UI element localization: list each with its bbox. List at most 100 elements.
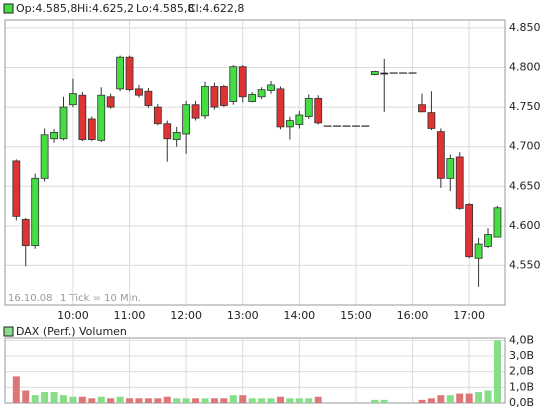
volume-bar <box>229 395 237 403</box>
volume-title: DAX (Perf.) Volumen <box>16 325 127 338</box>
candle-body <box>418 104 426 113</box>
candle-body <box>153 106 162 125</box>
candle-body <box>69 93 77 106</box>
x-tick-label: 10:00 <box>57 309 89 322</box>
volume-bar <box>239 395 247 403</box>
candle-body <box>229 66 238 102</box>
candle-body <box>455 156 464 209</box>
candle-body <box>182 104 191 135</box>
volume-bar <box>484 390 492 403</box>
volume-bar <box>475 392 483 403</box>
volume-bar <box>258 398 266 403</box>
volume-bar <box>41 392 49 403</box>
volume-bar <box>493 340 501 403</box>
volume-bar <box>427 398 435 403</box>
x-tick-label: 15:00 <box>340 309 372 322</box>
y-tick-label: 2,0B <box>509 365 534 378</box>
volume-bar <box>201 398 209 403</box>
candle-body <box>59 106 68 140</box>
volume-bar <box>163 396 171 403</box>
x-tick-label: 12:00 <box>170 309 202 322</box>
y-tick-label: 4,0B <box>509 333 534 346</box>
volume-bar <box>22 390 30 403</box>
volume-bar <box>210 398 218 403</box>
candle-body <box>144 90 153 106</box>
volume-bar <box>267 398 275 403</box>
x-tick-label: 11:00 <box>114 309 146 322</box>
header-high: Hi:4.625,2 <box>77 2 134 15</box>
candle-body <box>436 131 445 179</box>
volume-bar <box>182 398 190 403</box>
volume-bar <box>220 398 228 403</box>
y-tick-label: 4.800 <box>509 61 541 74</box>
y-tick-label: 4.600 <box>509 219 541 232</box>
candle-body <box>493 207 502 238</box>
candle-body <box>87 118 96 140</box>
candle-body <box>314 97 323 124</box>
y-tick-label: 4.850 <box>509 21 541 34</box>
candle-body <box>172 132 181 140</box>
y-tick-label: 4.700 <box>509 140 541 153</box>
candle-body <box>370 71 379 76</box>
volume-bar <box>418 399 426 403</box>
candle-body <box>163 123 172 140</box>
volume-swatch <box>3 326 14 337</box>
date-note: 16.10.08 <box>8 293 53 304</box>
volume-bar <box>12 376 20 403</box>
candle-body <box>304 97 313 117</box>
volume-bar <box>371 399 379 403</box>
volume-bar <box>144 398 152 403</box>
volume-bar <box>248 398 256 403</box>
volume-bar <box>154 398 162 403</box>
candle-body <box>484 234 492 247</box>
candle-body <box>210 86 219 108</box>
volume-bar <box>126 398 134 403</box>
volume-bar <box>116 396 124 403</box>
candle-body <box>191 104 200 119</box>
candle-body <box>125 56 134 91</box>
tick-note: 1 Tick = 10 Min. <box>60 293 141 304</box>
header-low: Lo:4.585,8 <box>136 2 194 15</box>
candle-body <box>219 86 228 106</box>
y-tick-label: 4.650 <box>509 179 541 192</box>
candle-body <box>78 94 87 140</box>
header-open: Op:4.585,8 <box>16 2 77 15</box>
y-tick-label: 0,0B <box>509 396 534 409</box>
candle-body <box>427 112 436 129</box>
candle-body <box>286 120 294 128</box>
x-tick-label: 17:00 <box>453 309 485 322</box>
volume-bar <box>276 396 284 403</box>
volume-bar <box>437 395 445 403</box>
candle-body <box>106 96 115 108</box>
volume-bar <box>286 398 294 403</box>
candle-body <box>97 94 106 141</box>
volume-bar <box>97 396 105 403</box>
volume-bar <box>465 393 473 403</box>
volume-bar <box>295 398 303 403</box>
candle-body <box>135 88 143 96</box>
volume-bar <box>192 398 200 403</box>
volume-bar <box>173 398 181 403</box>
volume-bar <box>88 398 96 403</box>
x-tick-label: 16:00 <box>397 309 429 322</box>
volume-bar <box>446 395 454 403</box>
volume-bar <box>305 398 313 403</box>
candle-body <box>238 66 247 98</box>
y-tick-label: 4.550 <box>509 258 541 271</box>
volume-bar <box>69 396 77 403</box>
y-tick-label: 1,0B <box>509 380 534 393</box>
y-tick-label: 4.750 <box>509 100 541 113</box>
candle-body <box>248 94 257 102</box>
volume-bar <box>50 392 58 403</box>
volume-bar <box>78 396 86 403</box>
y-tick-label: 3,0B <box>509 349 534 362</box>
candle-body <box>201 86 209 117</box>
candle-body <box>380 72 389 75</box>
candle-body <box>295 114 304 125</box>
volume-bar <box>107 398 115 403</box>
volume-bar <box>456 393 464 403</box>
x-tick-label: 13:00 <box>227 309 259 322</box>
volume-bar <box>380 399 388 403</box>
candle-body <box>12 160 21 217</box>
